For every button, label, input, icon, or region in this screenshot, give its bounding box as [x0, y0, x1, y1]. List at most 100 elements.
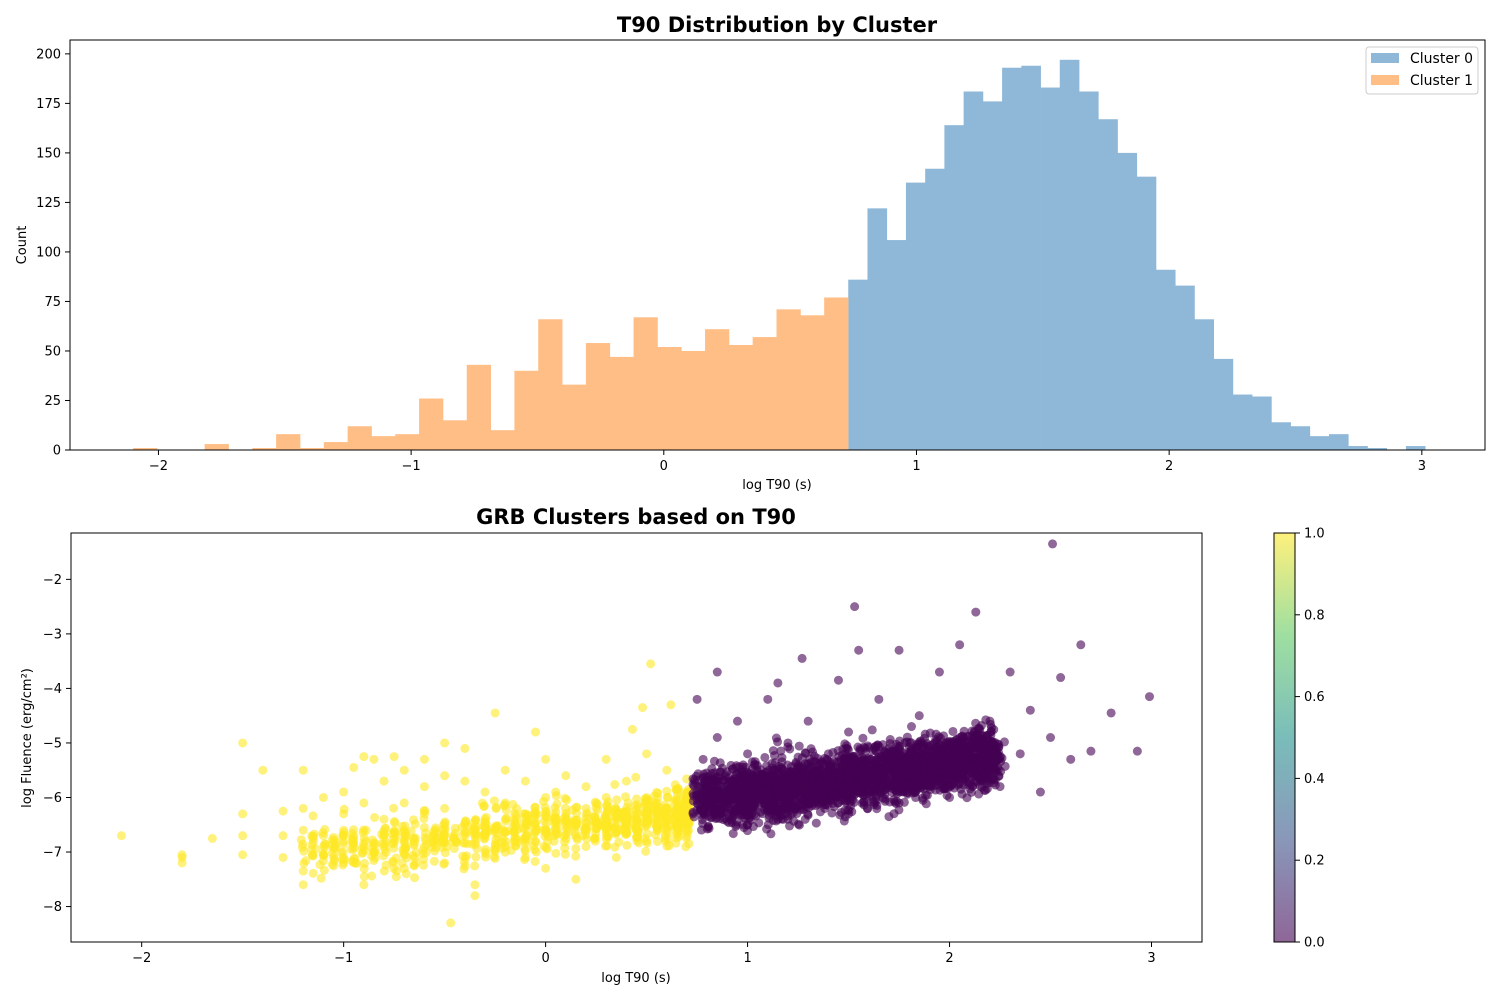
scatter-point-cluster-0: [1025, 705, 1035, 715]
scatter-point-cluster-1: [550, 825, 560, 835]
histogram-bar-cluster-0: [1328, 434, 1349, 450]
scatter-point-cluster-1: [672, 821, 682, 831]
scatter-point-cluster-1: [318, 828, 328, 838]
scatter-point-cluster-1: [318, 792, 328, 802]
y-tick-label: 175: [36, 97, 61, 112]
scatter-point-cluster-0: [712, 667, 722, 677]
scatter-point-cluster-0: [869, 800, 879, 810]
scatter-point-cluster-0: [1056, 673, 1066, 683]
scatter-point-cluster-0: [793, 779, 803, 789]
scatter-point-cluster-1: [632, 814, 642, 824]
scatter-point-cluster-1: [308, 868, 318, 878]
scatter-point-cluster-1: [649, 800, 659, 810]
legend-label-cluster-0: Cluster 0: [1410, 51, 1473, 67]
histogram-bar-cluster-1: [776, 309, 801, 450]
scatter-point-cluster-0: [731, 820, 741, 830]
scatter-point-cluster-0: [768, 797, 778, 807]
scatter-point-cluster-0: [763, 820, 773, 830]
scatter-point-cluster-1: [479, 801, 489, 811]
y-tick-label: −3: [43, 627, 62, 642]
histogram-bar-cluster-1: [204, 444, 229, 450]
colorbar-ticks: 0.0 0.2 0.4 0.6 0.8 1.0: [1295, 527, 1325, 951]
scatter-point-cluster-0: [709, 756, 719, 766]
scatter-point-cluster-1: [491, 802, 501, 812]
scatter-point-cluster-0: [946, 780, 956, 790]
y-tick-label: 125: [36, 196, 61, 211]
x-tick-label: 0: [541, 951, 549, 966]
scatter-point-cluster-1: [258, 765, 268, 775]
scatter-point-cluster-0: [976, 749, 986, 759]
scatter-point-cluster-0: [971, 718, 981, 728]
scatter-point-cluster-0: [786, 781, 796, 791]
histogram-bar-cluster-0: [1155, 269, 1176, 450]
scatter-point-cluster-1: [519, 824, 529, 834]
scatter-point-cluster-0: [743, 811, 753, 821]
x-tick-label: 3: [1418, 459, 1426, 474]
scatter-point-cluster-1: [560, 843, 570, 853]
scatter-point-cluster-1: [278, 852, 288, 862]
histogram-bar-cluster-1: [609, 356, 634, 450]
scatter-point-cluster-0: [857, 798, 867, 808]
scatter-point-cluster-1: [520, 838, 530, 848]
histogram-bar-cluster-0: [1021, 65, 1041, 451]
scatter-point-cluster-0: [894, 645, 904, 655]
scatter-point-cluster-1: [338, 860, 348, 870]
scatter-point-cluster-1: [460, 743, 470, 753]
scatter-point-cluster-1: [490, 853, 500, 863]
scatter-point-cluster-1: [339, 804, 349, 814]
scatter-title: GRB Clusters based on T90: [476, 505, 796, 529]
scatter-point-cluster-0: [921, 799, 931, 809]
scatter-point-cluster-0: [851, 788, 861, 798]
scatter-point-cluster-0: [1106, 708, 1116, 718]
scatter-point-cluster-1: [391, 872, 401, 882]
histogram-bar-cluster-1: [395, 434, 420, 450]
scatter-point-cluster-0: [784, 789, 794, 799]
scatter-point-cluster-1: [401, 869, 411, 879]
scatter-point-cluster-1: [177, 850, 187, 860]
scatter-point-cluster-1: [339, 853, 349, 863]
scatter-axes-frame: [70, 532, 1203, 943]
histogram-bar-cluster-1: [276, 434, 301, 450]
scatter-point-cluster-1: [479, 829, 489, 839]
scatter-point-cluster-1: [590, 797, 600, 807]
scatter-point-cluster-0: [697, 810, 707, 820]
scatter-point-cluster-0: [700, 775, 710, 785]
scatter-point-cluster-1: [581, 782, 591, 792]
scatter-point-cluster-1: [662, 765, 672, 775]
scatter-point-cluster-0: [969, 777, 979, 787]
scatter-point-cluster-1: [671, 838, 681, 848]
histogram-bar-cluster-0: [1309, 436, 1330, 450]
scatter-point-cluster-0: [703, 793, 713, 803]
scatter-point-cluster-0: [762, 761, 772, 771]
histogram-y-axis-label: Count: [15, 226, 30, 265]
scatter-point-cluster-0: [827, 808, 837, 818]
scatter-point-cluster-0: [776, 804, 786, 814]
scatter-point-cluster-0: [872, 769, 882, 779]
histogram-bar-cluster-0: [1059, 59, 1080, 450]
y-tick-label: 50: [44, 344, 61, 359]
scatter-point-cluster-0: [773, 814, 783, 824]
scatter-point-cluster-1: [591, 818, 601, 828]
histogram-bar-cluster-0: [1348, 446, 1368, 450]
scatter-point-cluster-0: [846, 756, 856, 766]
scatter-point-cluster-0: [793, 760, 803, 770]
scatter-point-cluster-0: [717, 763, 727, 773]
scatter-point-cluster-0: [811, 818, 821, 828]
scatter-point-cluster-1: [508, 799, 518, 809]
scatter-point-cluster-0: [692, 694, 702, 704]
histogram-bar-cluster-1: [752, 337, 777, 450]
scatter-point-cluster-1: [359, 880, 369, 890]
scatter-point-cluster-1: [410, 837, 420, 847]
histogram-bar-cluster-1: [371, 436, 396, 450]
scatter-point-cluster-0: [958, 780, 968, 790]
scatter-point-cluster-0: [914, 711, 924, 721]
scatter-point-cluster-1: [388, 856, 398, 866]
y-tick-label: 25: [44, 394, 61, 409]
scatter-point-cluster-1: [470, 891, 480, 901]
scatter-point-cluster-1: [632, 826, 642, 836]
scatter-point-cluster-0: [741, 773, 751, 783]
scatter-point-cluster-1: [438, 824, 448, 834]
scatter-point-cluster-1: [641, 819, 651, 829]
scatter-point-cluster-1: [480, 787, 490, 797]
